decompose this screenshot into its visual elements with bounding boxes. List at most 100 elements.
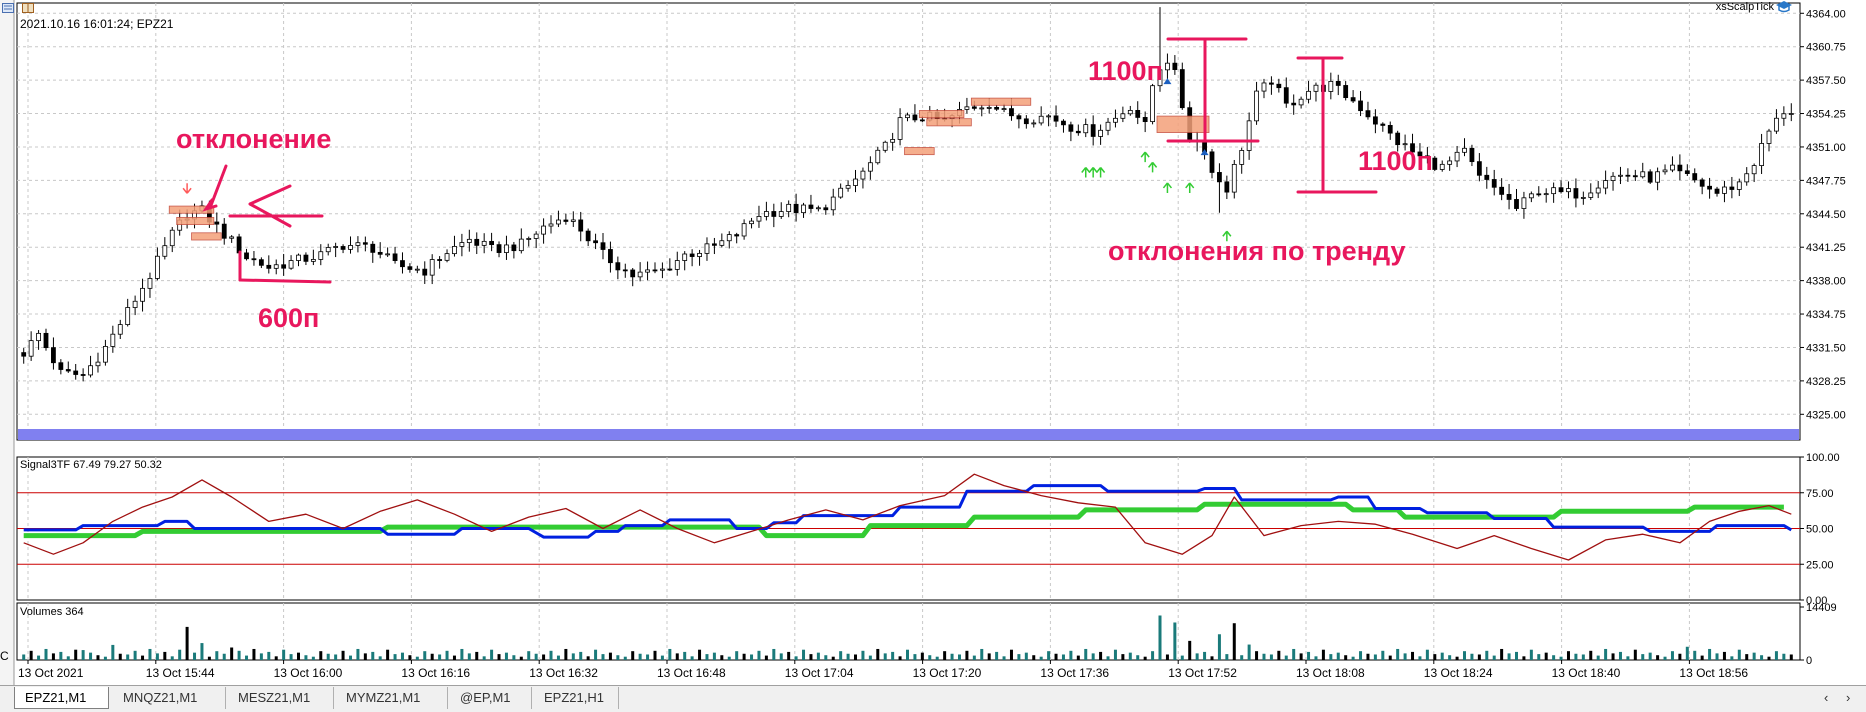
candle [1239, 147, 1245, 174]
candle [147, 272, 153, 298]
candle [333, 242, 339, 258]
candle [1328, 72, 1334, 100]
candle-body [1254, 90, 1259, 122]
candle [251, 250, 257, 266]
candle [853, 169, 858, 193]
candle [1595, 180, 1601, 199]
candle-body [838, 187, 844, 198]
candle-body [1224, 181, 1230, 193]
tab-mymz21-m1[interactable]: MYMZ21,M1 [336, 687, 448, 709]
tab-epz21-m1[interactable]: EPZ21,M1 [14, 687, 109, 709]
chart-area[interactable]: 4364.00 4360.75 4357.50 4354.25 4351.00 4347.… [0, 0, 1866, 685]
candle [778, 202, 784, 219]
candle-body [154, 255, 160, 279]
candle [964, 97, 970, 114]
candle-body [1625, 174, 1631, 177]
candle-body [815, 207, 821, 210]
candle [444, 249, 450, 263]
candle [73, 363, 79, 380]
candle-body [608, 249, 613, 264]
candle-body [333, 246, 339, 248]
candle-body [1751, 165, 1757, 175]
chart-list-icon[interactable] [2, 0, 14, 13]
candle [786, 200, 792, 218]
candle [1744, 167, 1750, 186]
candle [1573, 178, 1579, 208]
candle [1781, 106, 1787, 126]
candle-body [786, 203, 792, 212]
candle [645, 261, 650, 281]
candle-body [1113, 117, 1118, 123]
candle [1736, 178, 1742, 197]
candle [103, 339, 108, 366]
candle-body [1580, 197, 1586, 199]
indicator-name: xsScalpTick [1715, 1, 1774, 13]
candle [867, 156, 873, 180]
candle-body [1766, 130, 1772, 144]
candle [1165, 53, 1170, 81]
candle [563, 213, 569, 225]
candle-body [1306, 90, 1311, 100]
candle-body [1566, 188, 1571, 193]
candle [362, 236, 368, 252]
candle-body [1335, 80, 1341, 86]
candle [1558, 180, 1564, 194]
candle [437, 256, 443, 269]
candle-body [147, 278, 153, 289]
candle [660, 262, 665, 279]
candle-body [830, 196, 836, 211]
candle-body [1068, 124, 1074, 132]
candle [43, 328, 49, 351]
candle [1120, 106, 1126, 123]
candle-body [726, 234, 732, 242]
candle [533, 231, 539, 249]
book-icon[interactable] [22, 0, 34, 13]
candle [726, 231, 732, 249]
candle [221, 218, 227, 245]
candle [1306, 80, 1311, 104]
candle-body [1736, 181, 1742, 190]
candle-body [1595, 187, 1601, 194]
candle-body [1417, 151, 1423, 157]
candle-body [563, 219, 569, 222]
candle-body [853, 178, 858, 186]
signal-zone-box [176, 216, 215, 225]
candle [697, 249, 702, 266]
buy-arrow [1162, 182, 1173, 193]
candle-body [266, 264, 272, 269]
candle-body [36, 332, 41, 342]
candle [414, 265, 420, 274]
candle [600, 232, 606, 260]
tab-epz21-h1[interactable]: EPZ21,H1 [534, 687, 619, 709]
candle [541, 218, 546, 244]
candle [712, 237, 717, 255]
annotation-1100p-right: 1100п [1358, 146, 1433, 176]
candle-body [1499, 186, 1505, 195]
candle [570, 211, 576, 227]
candle-body [1781, 113, 1787, 119]
candle [1038, 106, 1044, 126]
time-tick-label: 13 Oct 17:04 [785, 666, 854, 680]
candle [860, 167, 866, 189]
candle-body [1165, 62, 1170, 71]
candle-body [556, 219, 561, 225]
tab-ep-m1[interactable]: @EP,M1 [450, 687, 532, 709]
scroll-left-arrow[interactable]: ‹ [1824, 690, 1829, 705]
signal-tick-label: 0.00 [1806, 595, 1827, 607]
tab-mesz21-m1[interactable]: MESZ21,M1 [228, 687, 334, 709]
candle-body [80, 374, 86, 376]
candle-body [1759, 143, 1764, 166]
candle-body [1707, 185, 1712, 190]
candle-body [348, 245, 353, 250]
scroll-right-arrow[interactable]: › [1846, 690, 1851, 705]
candle [741, 219, 747, 240]
candle-body [585, 230, 591, 242]
candle [882, 140, 888, 153]
tab-mnqz21-m1[interactable]: MNQZ21,M1 [113, 687, 226, 709]
price-tick-label: 4351.00 [1806, 142, 1846, 154]
candle-body [1402, 143, 1408, 146]
candle-body [504, 244, 509, 253]
time-tick-label: 13 Oct 17:52 [1168, 666, 1237, 680]
candle [1075, 124, 1081, 136]
separator-band [18, 429, 1799, 440]
